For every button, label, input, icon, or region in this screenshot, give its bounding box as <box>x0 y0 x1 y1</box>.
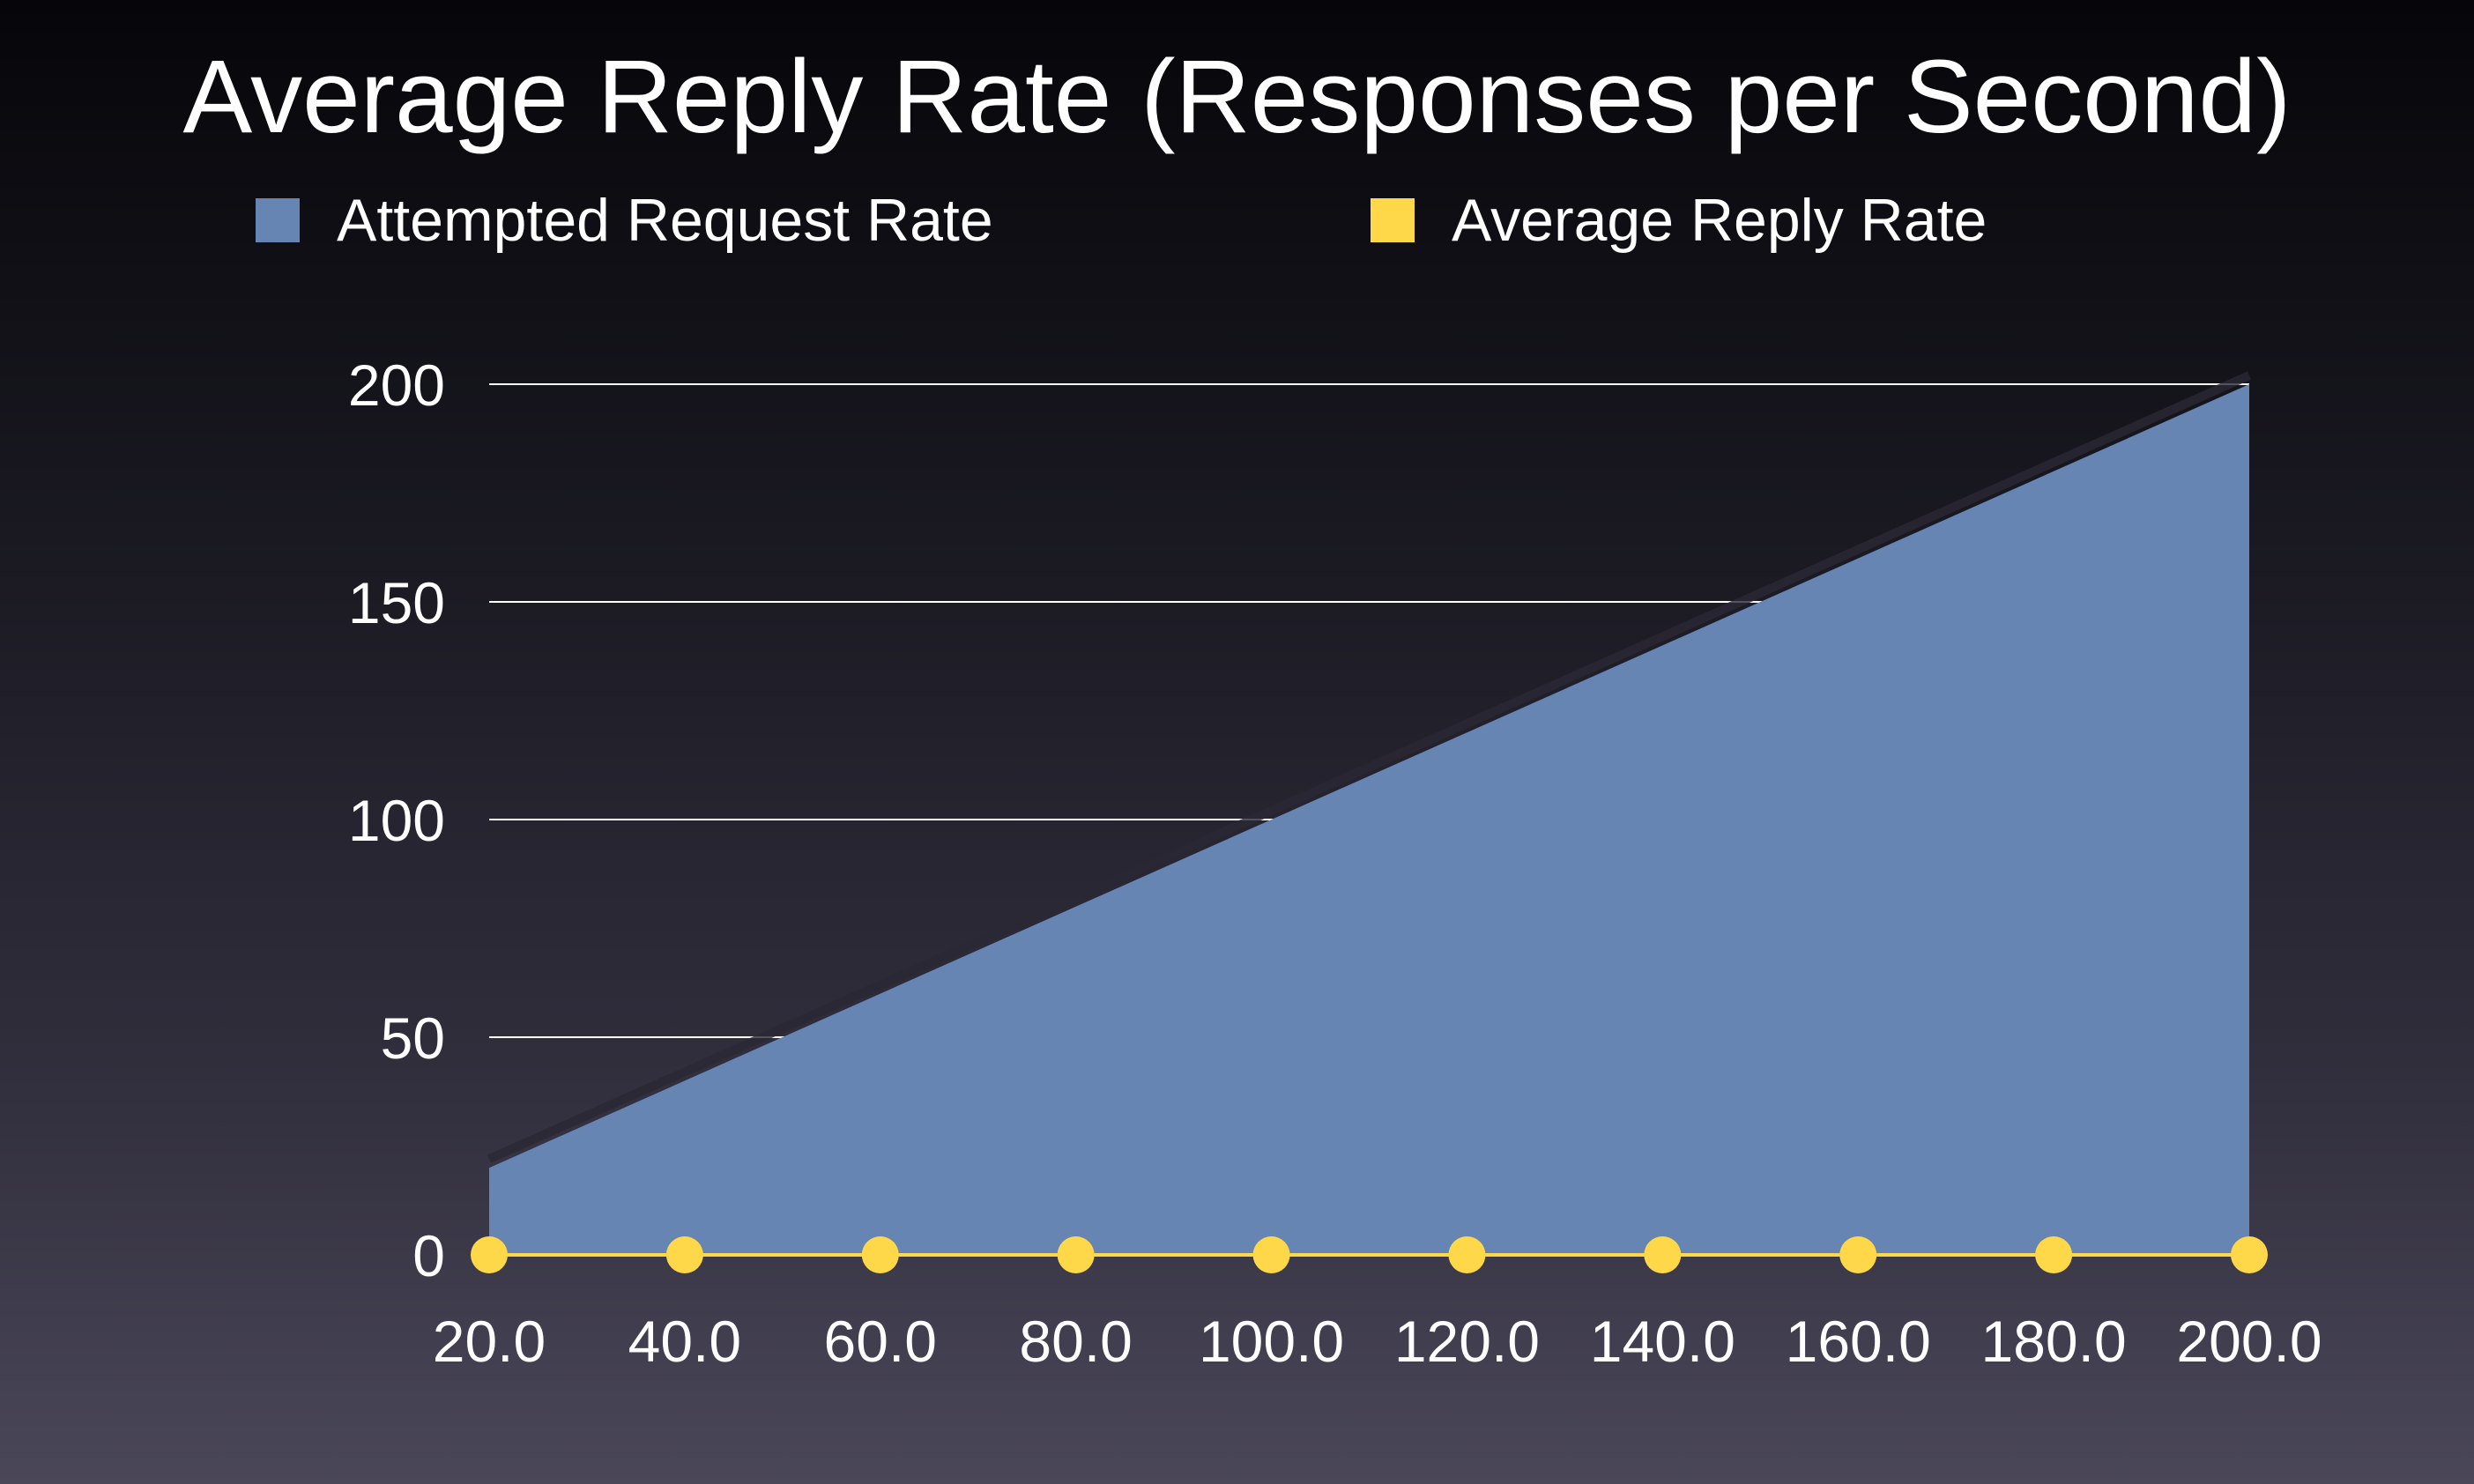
x-axis-ticks: 20.0 40.0 60.0 80.0 100.0 120.0 140.0 160.0 180.… <box>433 1309 2322 1374</box>
legend-swatch-reply <box>1371 198 1415 242</box>
x-tick-label: 100.0 <box>1199 1309 1344 1374</box>
reply-rate-point <box>1448 1236 1486 1273</box>
reply-rate-point <box>1644 1236 1682 1273</box>
legend-item-attempted: Attempted Request Rate <box>256 181 993 260</box>
reply-rate-point <box>2231 1236 2268 1273</box>
x-tick-label: 160.0 <box>1786 1309 1931 1374</box>
reply-rate-point <box>1057 1236 1095 1273</box>
x-tick-label: 40.0 <box>628 1309 741 1374</box>
x-tick-label: 140.0 <box>1590 1309 1735 1374</box>
x-tick-label: 20.0 <box>433 1309 546 1374</box>
area-series-attempted-request-rate <box>489 384 2249 1255</box>
y-tick-label: 100 <box>348 788 445 853</box>
y-tick-label: 0 <box>412 1223 445 1288</box>
y-tick-label: 200 <box>348 352 445 418</box>
x-tick-label: 200.0 <box>2176 1309 2322 1374</box>
legend-label-attempted: Attempted Request Rate <box>337 187 993 254</box>
x-tick-label: 80.0 <box>1019 1309 1132 1374</box>
legend-swatch-attempted <box>256 198 300 242</box>
area-shadow <box>487 371 2252 1163</box>
reply-rate-point <box>1252 1236 1290 1273</box>
y-axis-ticks: 0 50 100 150 200 <box>348 352 445 1288</box>
legend-label-reply: Average Reply Rate <box>1452 187 1987 254</box>
reply-rate-point <box>2035 1236 2073 1273</box>
legend-item-reply: Average Reply Rate <box>1371 181 1987 260</box>
reply-rate-point <box>861 1236 899 1273</box>
x-tick-label: 120.0 <box>1394 1309 1540 1374</box>
reply-rate-point <box>665 1236 703 1273</box>
area-layer <box>487 371 2252 1255</box>
reply-rate-point <box>471 1236 508 1273</box>
y-tick-label: 50 <box>381 1005 445 1071</box>
chart-title: Average Reply Rate (Responses per Second… <box>182 39 2292 155</box>
y-tick-label: 150 <box>348 570 445 635</box>
line-layer <box>471 1236 2268 1273</box>
x-tick-label: 180.0 <box>1981 1309 2127 1374</box>
x-tick-label: 60.0 <box>824 1309 937 1374</box>
reply-rate-point <box>1839 1236 1877 1273</box>
